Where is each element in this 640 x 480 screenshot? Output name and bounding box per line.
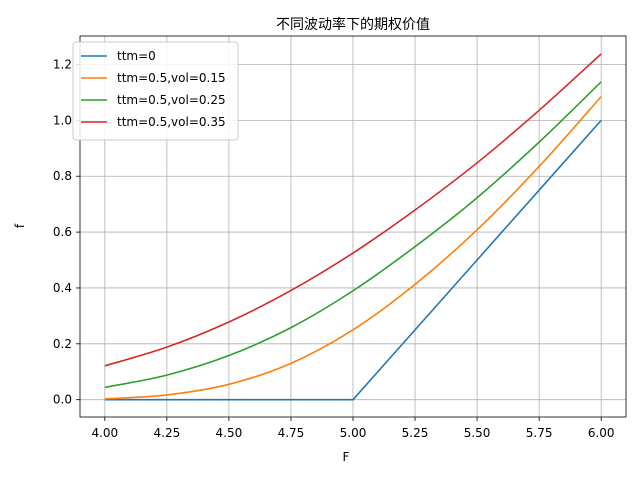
y-axis-label: f xyxy=(13,223,27,228)
x-tick-label: 4.25 xyxy=(154,426,181,440)
x-tick-label: 4.75 xyxy=(278,426,305,440)
series-line-1 xyxy=(104,119,602,401)
x-tick-label: 5.25 xyxy=(402,426,429,440)
y-axis-ticks: 0.0 0.2 0.4 0.6 0.8 1.0 1.2 xyxy=(53,57,80,407)
series-line-4 xyxy=(104,53,602,367)
x-axis-ticks: 4.00 4.25 4.50 4.75 5.00 5.25 5.50 5.75 6.00 xyxy=(91,417,615,440)
x-tick-label: 5.50 xyxy=(464,426,491,440)
y-tick-label: 1.2 xyxy=(53,57,72,71)
series-line-3 xyxy=(104,81,602,389)
legend-entry-label: ttm=0.5,vol=0.15 xyxy=(117,71,226,85)
legend-entry-label: ttm=0.5,vol=0.35 xyxy=(117,115,226,129)
y-tick-label: 1.0 xyxy=(53,113,72,127)
series-line-2 xyxy=(104,96,602,400)
x-tick-label: 5.75 xyxy=(526,426,553,440)
legend: ttm=0 ttm=0.5,vol=0.15 ttm=0.5,vol=0.25 ttm… xyxy=(72,41,239,141)
legend-entry-label: ttm=0.5,vol=0.25 xyxy=(117,93,226,107)
y-tick-label: 0.8 xyxy=(53,169,72,183)
y-tick-label: 0.2 xyxy=(53,337,72,351)
legend-box xyxy=(72,41,239,141)
grid xyxy=(80,36,626,417)
x-tick-label: 4.00 xyxy=(91,426,118,440)
series-lines xyxy=(104,53,602,401)
y-tick-label: 0.0 xyxy=(53,393,72,407)
y-tick-label: 0.4 xyxy=(53,281,72,295)
x-tick-label: 5.00 xyxy=(340,426,367,440)
chart-title: 不同波动率下的期权价值 xyxy=(276,16,430,33)
x-tick-label: 4.50 xyxy=(216,426,243,440)
x-axis-label: F xyxy=(343,450,350,464)
y-tick-label: 0.6 xyxy=(53,225,72,239)
x-tick-label: 6.00 xyxy=(588,426,615,440)
legend-entry-label: ttm=0 xyxy=(117,49,156,63)
